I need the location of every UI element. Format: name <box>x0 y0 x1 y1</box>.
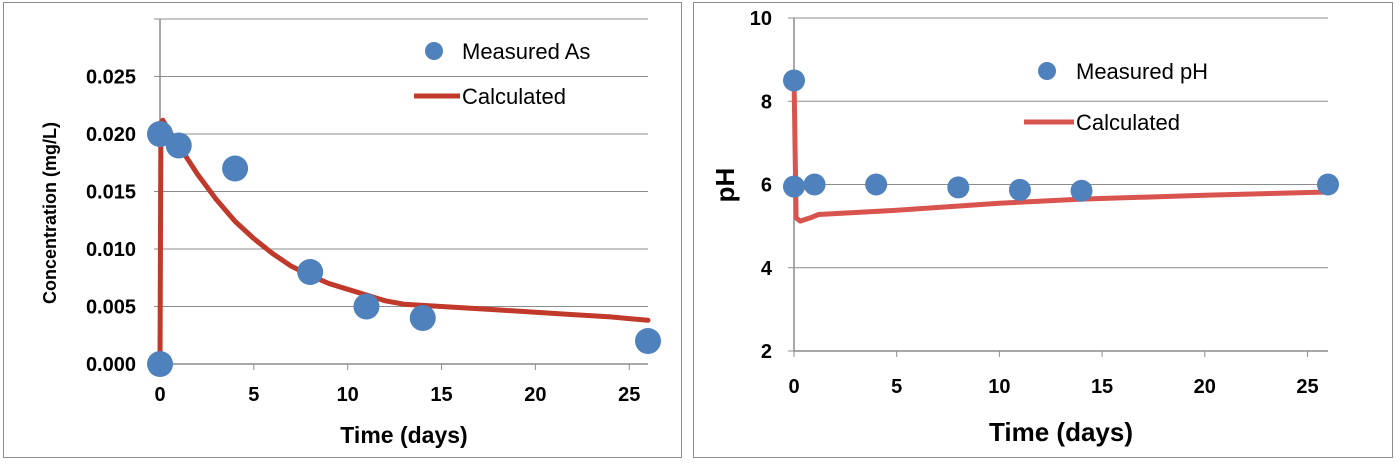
measured-point <box>947 176 970 199</box>
y-tick-label: 0.015 <box>86 182 136 204</box>
measured-point <box>803 173 826 196</box>
legend-marker-measured <box>1038 62 1056 80</box>
y-axis-title: pH <box>710 168 740 203</box>
x-tick-label: 5 <box>891 376 902 398</box>
measured-point <box>635 328 661 354</box>
measured-point <box>222 155 249 182</box>
measured-point <box>1070 179 1093 202</box>
measured-point <box>297 259 324 285</box>
measured-point <box>783 69 805 92</box>
x-tick-label: 25 <box>1296 376 1318 398</box>
chart-panel-arsenic: 0.000 0.005 0.010 0.015 0.020 0.025 0 5 10 15 20 25… <box>3 2 682 458</box>
measured-point <box>147 121 173 147</box>
x-tick-label: 20 <box>524 384 546 406</box>
x-tick-label: 25 <box>618 384 640 406</box>
y-tick-label: 0.005 <box>86 297 136 319</box>
y-tick-label: 0.010 <box>86 239 136 261</box>
measured-point <box>147 351 173 377</box>
measured-point <box>353 293 380 320</box>
legend-label-calculated: Calculated <box>462 84 566 109</box>
y-axis-title: Concentration (mg/L) <box>40 122 60 304</box>
measured-point <box>1008 178 1031 201</box>
y-tick-label: 8 <box>761 91 772 113</box>
x-tick-label: 0 <box>154 384 165 406</box>
x-tick-label: 10 <box>337 384 359 406</box>
measured-point <box>1317 173 1339 196</box>
legend-label-measured: Measured pH <box>1076 59 1208 84</box>
y-tick-label: 2 <box>761 341 772 363</box>
x-axis-title: Time (days) <box>989 417 1133 447</box>
x-axis-title: Time (days) <box>340 422 467 448</box>
y-tick-label: 10 <box>750 8 772 30</box>
legend-label-measured: Measured As <box>462 39 590 64</box>
x-tick-label: 15 <box>1091 376 1113 398</box>
x-tick-label: 20 <box>1194 376 1216 398</box>
legend-label-calculated: Calculated <box>1076 110 1180 135</box>
x-tick-label: 5 <box>248 384 259 406</box>
x-tick-label: 10 <box>988 376 1010 398</box>
measured-point <box>783 175 805 198</box>
ph-chart: 2 4 6 8 10 0 5 10 15 20 25 Time (days) pH Measured pH… <box>710 8 1339 447</box>
y-tick-label: 0.000 <box>86 354 136 376</box>
measured-point <box>165 132 192 159</box>
x-tick-label: 0 <box>788 376 799 398</box>
y-tick-label: 6 <box>761 175 772 197</box>
calculated-line <box>791 73 1331 224</box>
legend-marker-measured <box>425 42 443 60</box>
chart-panel-ph: 2 4 6 8 10 0 5 10 15 20 25 Time (days) pH Measured pH… <box>693 2 1393 458</box>
y-tick-label: 0.025 <box>86 67 136 89</box>
arsenic-concentration-chart: 0.000 0.005 0.010 0.015 0.020 0.025 0 5 10 15 20 25… <box>40 18 661 448</box>
measured-point <box>409 305 436 331</box>
y-tick-label: 4 <box>761 258 773 280</box>
y-tick-label: 0.020 <box>86 124 136 146</box>
measured-point <box>865 173 888 196</box>
x-tick-label: 15 <box>430 384 452 406</box>
